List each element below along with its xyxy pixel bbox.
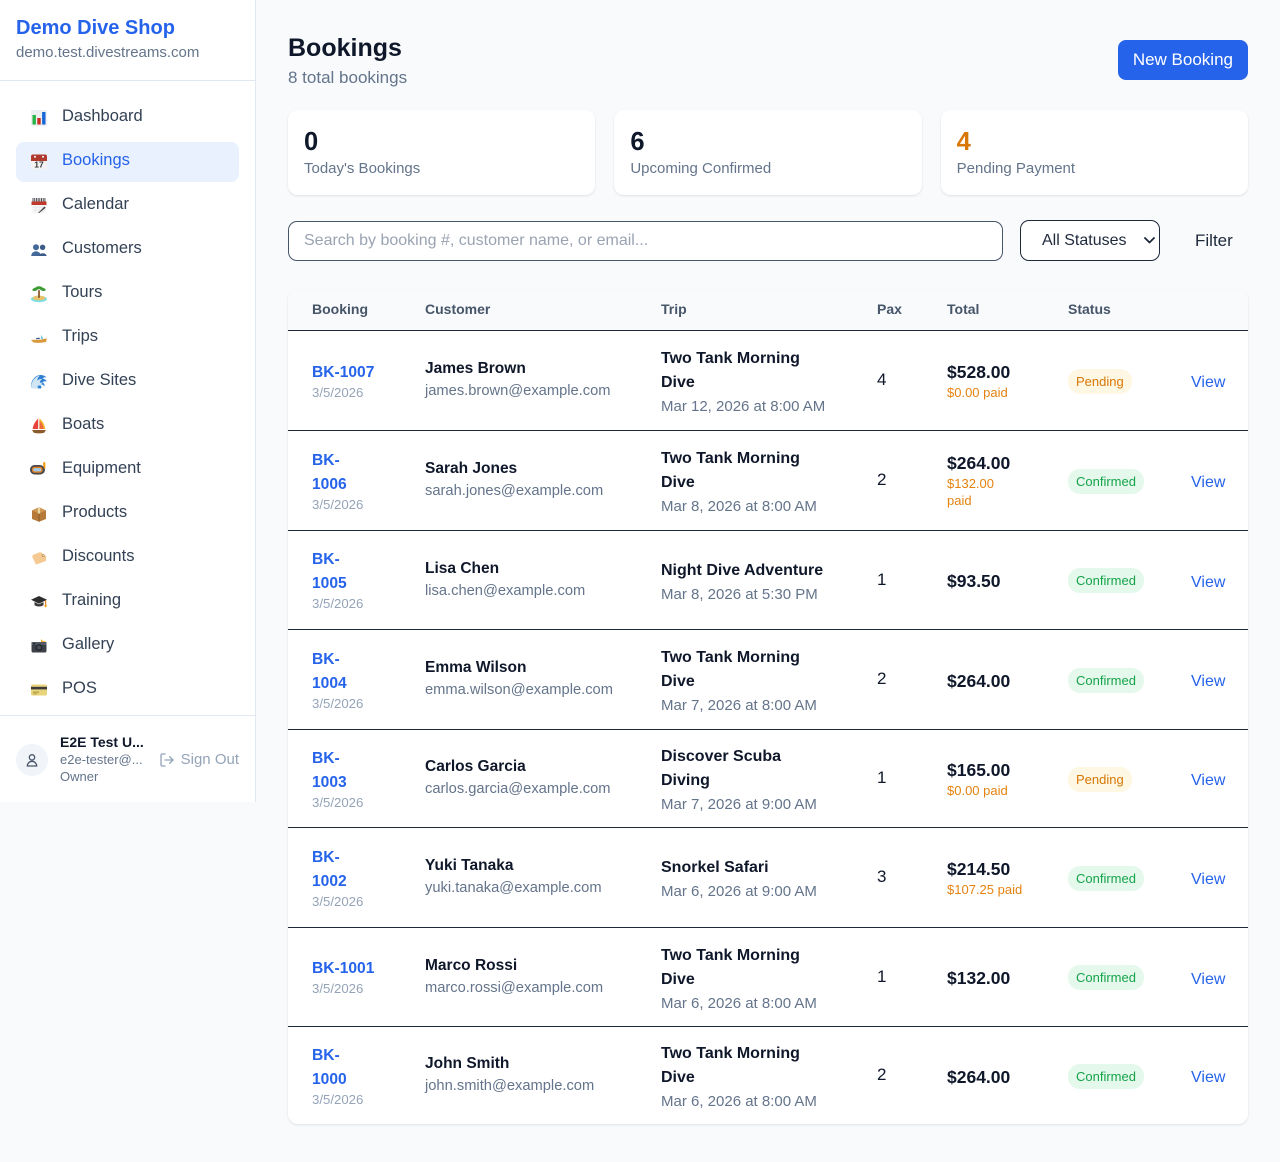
- svg-text:17: 17: [34, 160, 44, 170]
